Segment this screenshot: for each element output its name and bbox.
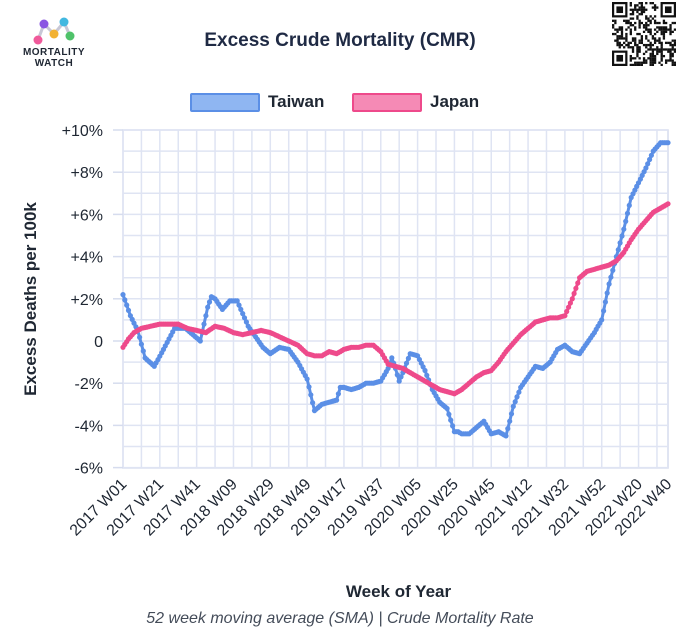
y-tick-label: 0 bbox=[94, 334, 103, 351]
data-point-taiwan bbox=[137, 334, 143, 340]
data-point-taiwan bbox=[602, 299, 609, 305]
logo-line-1: MORTALITY bbox=[22, 47, 86, 58]
data-point-taiwan bbox=[510, 403, 516, 409]
data-point-taiwan bbox=[648, 152, 655, 158]
y-tick-label: +4% bbox=[71, 250, 103, 267]
data-point-japan bbox=[575, 280, 581, 286]
data-point-taiwan bbox=[665, 140, 671, 146]
data-point-taiwan bbox=[122, 297, 128, 303]
data-point-taiwan bbox=[615, 247, 621, 253]
data-point-taiwan bbox=[450, 423, 456, 429]
data-point-taiwan bbox=[516, 389, 522, 395]
data-point-taiwan bbox=[514, 394, 520, 400]
data-point-taiwan bbox=[308, 392, 314, 398]
data-point-taiwan bbox=[604, 290, 610, 296]
data-point-japan bbox=[665, 201, 671, 207]
y-tick-label: +10% bbox=[62, 123, 103, 140]
data-point-taiwan bbox=[236, 302, 242, 308]
data-point-taiwan bbox=[306, 384, 312, 390]
y-tick-label: -4% bbox=[75, 418, 103, 435]
data-point-taiwan bbox=[446, 411, 452, 417]
data-point-taiwan bbox=[608, 274, 614, 280]
logo-mark-icon bbox=[33, 17, 75, 45]
data-point-taiwan bbox=[124, 302, 130, 308]
data-point-japan bbox=[573, 285, 579, 291]
qr-code-icon[interactable] bbox=[612, 2, 676, 66]
data-point-taiwan bbox=[201, 321, 207, 327]
data-point-taiwan bbox=[503, 433, 509, 439]
data-point-japan bbox=[567, 300, 574, 306]
data-point-taiwan bbox=[334, 397, 340, 403]
data-point-taiwan bbox=[507, 418, 513, 424]
data-point-taiwan bbox=[619, 233, 625, 239]
y-axis-title: Excess Deaths per 100k bbox=[21, 202, 40, 396]
data-point-taiwan bbox=[389, 355, 395, 361]
data-point-taiwan bbox=[125, 307, 132, 313]
data-point-taiwan bbox=[512, 399, 518, 405]
data-point-taiwan bbox=[197, 338, 203, 344]
data-point-taiwan bbox=[610, 267, 616, 273]
y-tick-label: +6% bbox=[71, 207, 103, 224]
data-point-taiwan bbox=[234, 298, 240, 304]
legend-label-taiwan: Taiwan bbox=[268, 92, 325, 111]
legend: Taiwan Japan bbox=[0, 89, 680, 115]
data-point-taiwan bbox=[140, 348, 146, 354]
legend-swatch-japan bbox=[352, 92, 422, 112]
data-point-taiwan bbox=[240, 311, 246, 317]
y-tick-label: -2% bbox=[75, 376, 103, 393]
legend-item-taiwan[interactable]: Taiwan bbox=[190, 89, 324, 115]
data-point-taiwan bbox=[621, 226, 627, 232]
data-point-taiwan bbox=[599, 317, 605, 323]
data-point-taiwan bbox=[206, 299, 213, 305]
data-point-taiwan bbox=[422, 367, 428, 374]
data-point-japan bbox=[562, 313, 568, 319]
data-point-taiwan bbox=[335, 391, 341, 397]
data-point-taiwan bbox=[645, 161, 651, 167]
data-point-taiwan bbox=[444, 405, 450, 412]
chart-footnote: 52 week moving average (SMA) | Crude Mor… bbox=[146, 610, 534, 627]
data-point-taiwan bbox=[238, 306, 244, 312]
data-point-taiwan bbox=[623, 218, 629, 224]
chart-title: Excess Crude Mortality (CMR) bbox=[204, 30, 476, 51]
legend-swatch-taiwan bbox=[190, 92, 260, 112]
data-point-japan bbox=[566, 304, 572, 310]
data-point-taiwan bbox=[304, 376, 310, 382]
data-point-taiwan bbox=[205, 304, 211, 310]
data-point-taiwan bbox=[617, 240, 623, 246]
data-point-taiwan bbox=[243, 319, 249, 325]
data-point-taiwan bbox=[626, 202, 632, 208]
data-point-japan bbox=[571, 290, 577, 297]
legend-item-japan[interactable]: Japan bbox=[352, 89, 479, 115]
data-point-taiwan bbox=[448, 417, 454, 423]
data-point-taiwan bbox=[120, 292, 126, 298]
y-tick-label: -6% bbox=[75, 461, 103, 478]
data-point-taiwan bbox=[424, 372, 430, 378]
logo-line-2: WATCH bbox=[34, 58, 74, 69]
data-point-taiwan bbox=[643, 165, 649, 171]
data-point-taiwan bbox=[403, 360, 410, 366]
data-point-taiwan bbox=[396, 378, 402, 384]
data-point-taiwan bbox=[508, 411, 515, 417]
mortality-watch-logo: MORTALITY WATCH bbox=[14, 12, 94, 70]
y-tick-label: +8% bbox=[71, 165, 103, 182]
data-point-taiwan bbox=[138, 341, 144, 347]
data-point-taiwan bbox=[505, 426, 511, 432]
y-tick-label: +2% bbox=[71, 292, 103, 309]
data-point-japan bbox=[569, 296, 575, 302]
data-point-taiwan bbox=[601, 308, 607, 314]
legend-label-japan: Japan bbox=[430, 92, 480, 111]
data-point-taiwan bbox=[405, 355, 411, 361]
data-point-taiwan bbox=[398, 374, 404, 380]
data-point-taiwan bbox=[203, 313, 209, 319]
data-point-taiwan bbox=[624, 210, 631, 216]
x-axis-title: Week of Year bbox=[346, 582, 452, 601]
data-point-japan bbox=[564, 308, 570, 315]
data-point-taiwan bbox=[647, 156, 653, 163]
data-point-taiwan bbox=[241, 315, 248, 321]
data-point-taiwan bbox=[606, 281, 612, 287]
data-point-taiwan bbox=[310, 400, 316, 406]
